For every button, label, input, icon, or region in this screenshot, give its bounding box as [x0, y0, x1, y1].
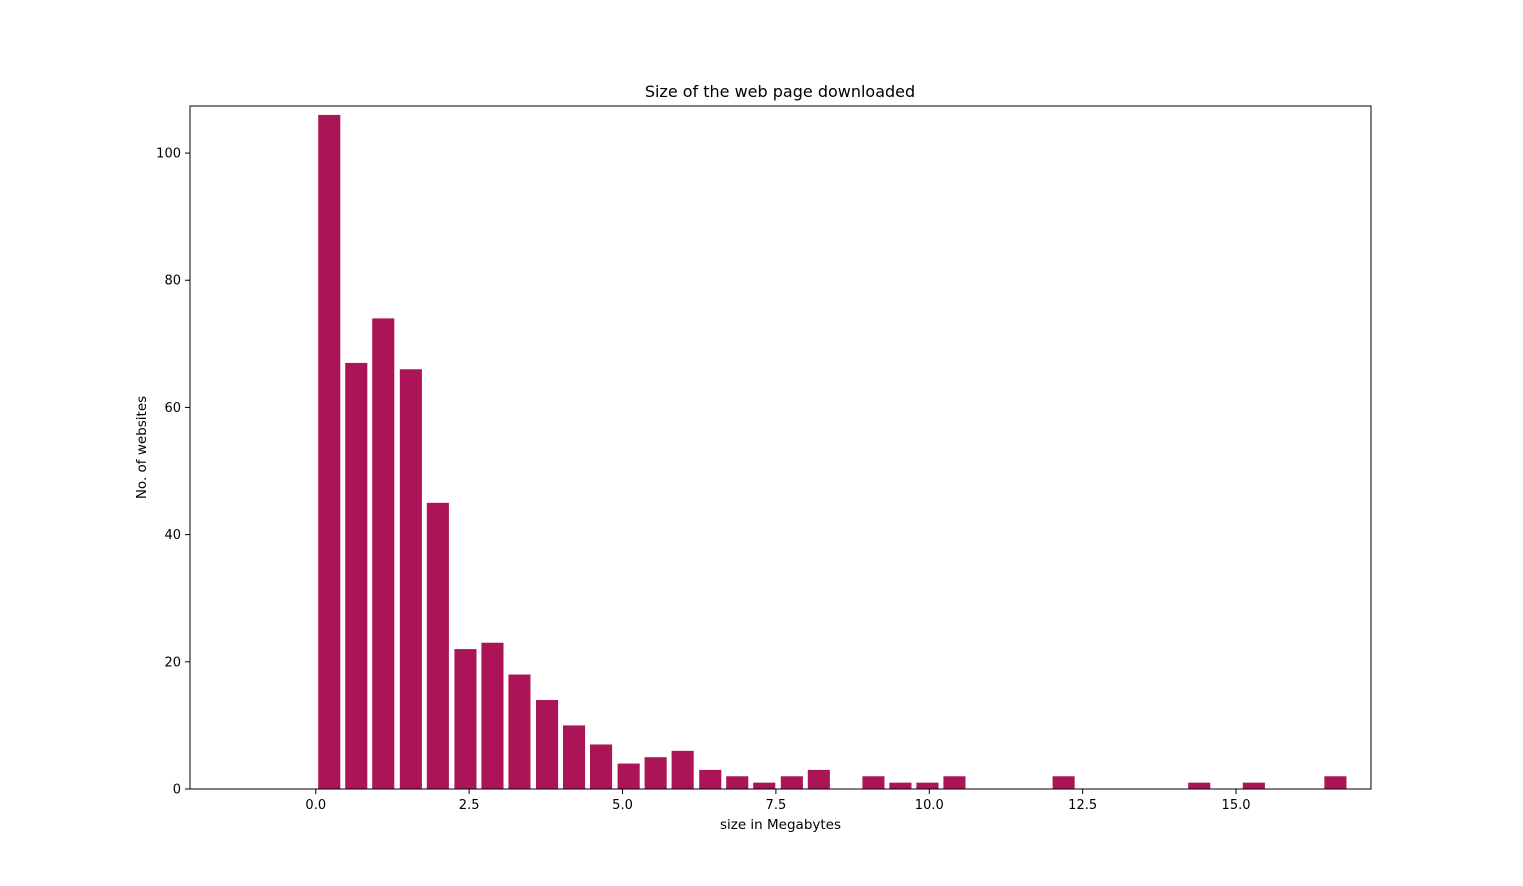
- plot-frame: [189, 105, 1372, 790]
- y-axis-ticks: 0 20 40 60 80 100: [156, 147, 190, 798]
- bar: [780, 776, 803, 789]
- bar: [1188, 782, 1211, 789]
- bar: [399, 369, 422, 789]
- x-tick-label: 15.0: [1222, 798, 1251, 813]
- bar: [699, 769, 722, 789]
- y-tick-label: 100: [156, 147, 181, 162]
- bar: [862, 776, 885, 789]
- bar: [372, 318, 395, 789]
- bar: [481, 642, 504, 789]
- x-tick-label: 10.0: [915, 798, 944, 813]
- x-tick-label: 12.5: [1068, 798, 1097, 813]
- bar: [1324, 776, 1347, 789]
- bar: [671, 750, 694, 789]
- bar: [1242, 782, 1265, 789]
- y-tick-label: 60: [164, 401, 181, 416]
- bar: [943, 776, 966, 789]
- y-tick-label: 80: [164, 274, 181, 289]
- x-tick-label: 2.5: [459, 798, 480, 813]
- x-tick-label: 7.5: [766, 798, 787, 813]
- bar: [1052, 776, 1075, 789]
- bar: [617, 763, 640, 789]
- bar: [454, 649, 477, 789]
- chart-title: Size of the web page downloaded: [645, 82, 915, 101]
- bars-group: [318, 114, 1347, 789]
- bar: [753, 782, 776, 789]
- bar: [726, 776, 749, 789]
- bar: [563, 725, 586, 789]
- bar: [590, 744, 613, 789]
- bar: [644, 757, 667, 789]
- x-axis-label: size in Megabytes: [720, 817, 841, 833]
- y-axis-label: No. of websites: [134, 396, 150, 499]
- x-tick-label: 0.0: [305, 798, 326, 813]
- x-tick-label: 5.0: [612, 798, 633, 813]
- bar: [345, 362, 368, 789]
- bar: [508, 674, 531, 789]
- bar: [889, 782, 912, 789]
- x-axis-ticks: 0.0 2.5 5.0 7.5 10.0 12.5 15.0: [305, 789, 1251, 813]
- y-tick-label: 20: [164, 655, 181, 670]
- y-tick-label: 40: [164, 528, 181, 543]
- bar: [916, 782, 939, 789]
- bar: [318, 114, 341, 789]
- bar: [536, 699, 559, 789]
- y-tick-label: 0: [173, 783, 181, 798]
- bar: [807, 769, 830, 789]
- bar: [426, 502, 449, 789]
